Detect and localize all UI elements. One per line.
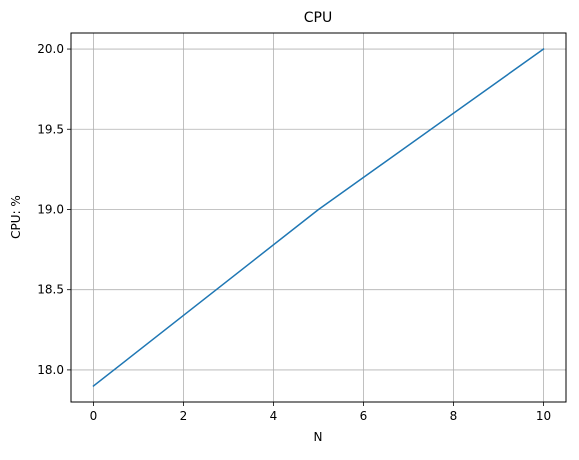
x-tick-label: 4 (270, 409, 278, 423)
series-layer (92, 47, 545, 388)
x-tick-label: 6 (360, 409, 368, 423)
y-tick-label: 19.0 (37, 202, 64, 216)
tick-layer: 0 2 4 6 8 10 18.0 18.5 19.0 19.5 20.0 (37, 42, 551, 423)
x-tick-label: 10 (536, 409, 551, 423)
plot-frame (70, 32, 567, 403)
y-axis-title: CPU: % (9, 195, 23, 239)
y-tick-label: 20.0 (37, 42, 64, 56)
x-tick-label: 0 (90, 409, 98, 423)
chart-title: CPU (304, 10, 332, 26)
x-tick-label: 8 (450, 409, 458, 423)
x-axis-title: N (314, 430, 323, 444)
y-tick-label: 18.0 (37, 363, 64, 377)
y-tick-label: 18.5 (37, 283, 64, 297)
x-tick-label: 2 (180, 409, 188, 423)
series-line (92, 47, 545, 388)
y-tick-label: 19.5 (37, 122, 64, 136)
